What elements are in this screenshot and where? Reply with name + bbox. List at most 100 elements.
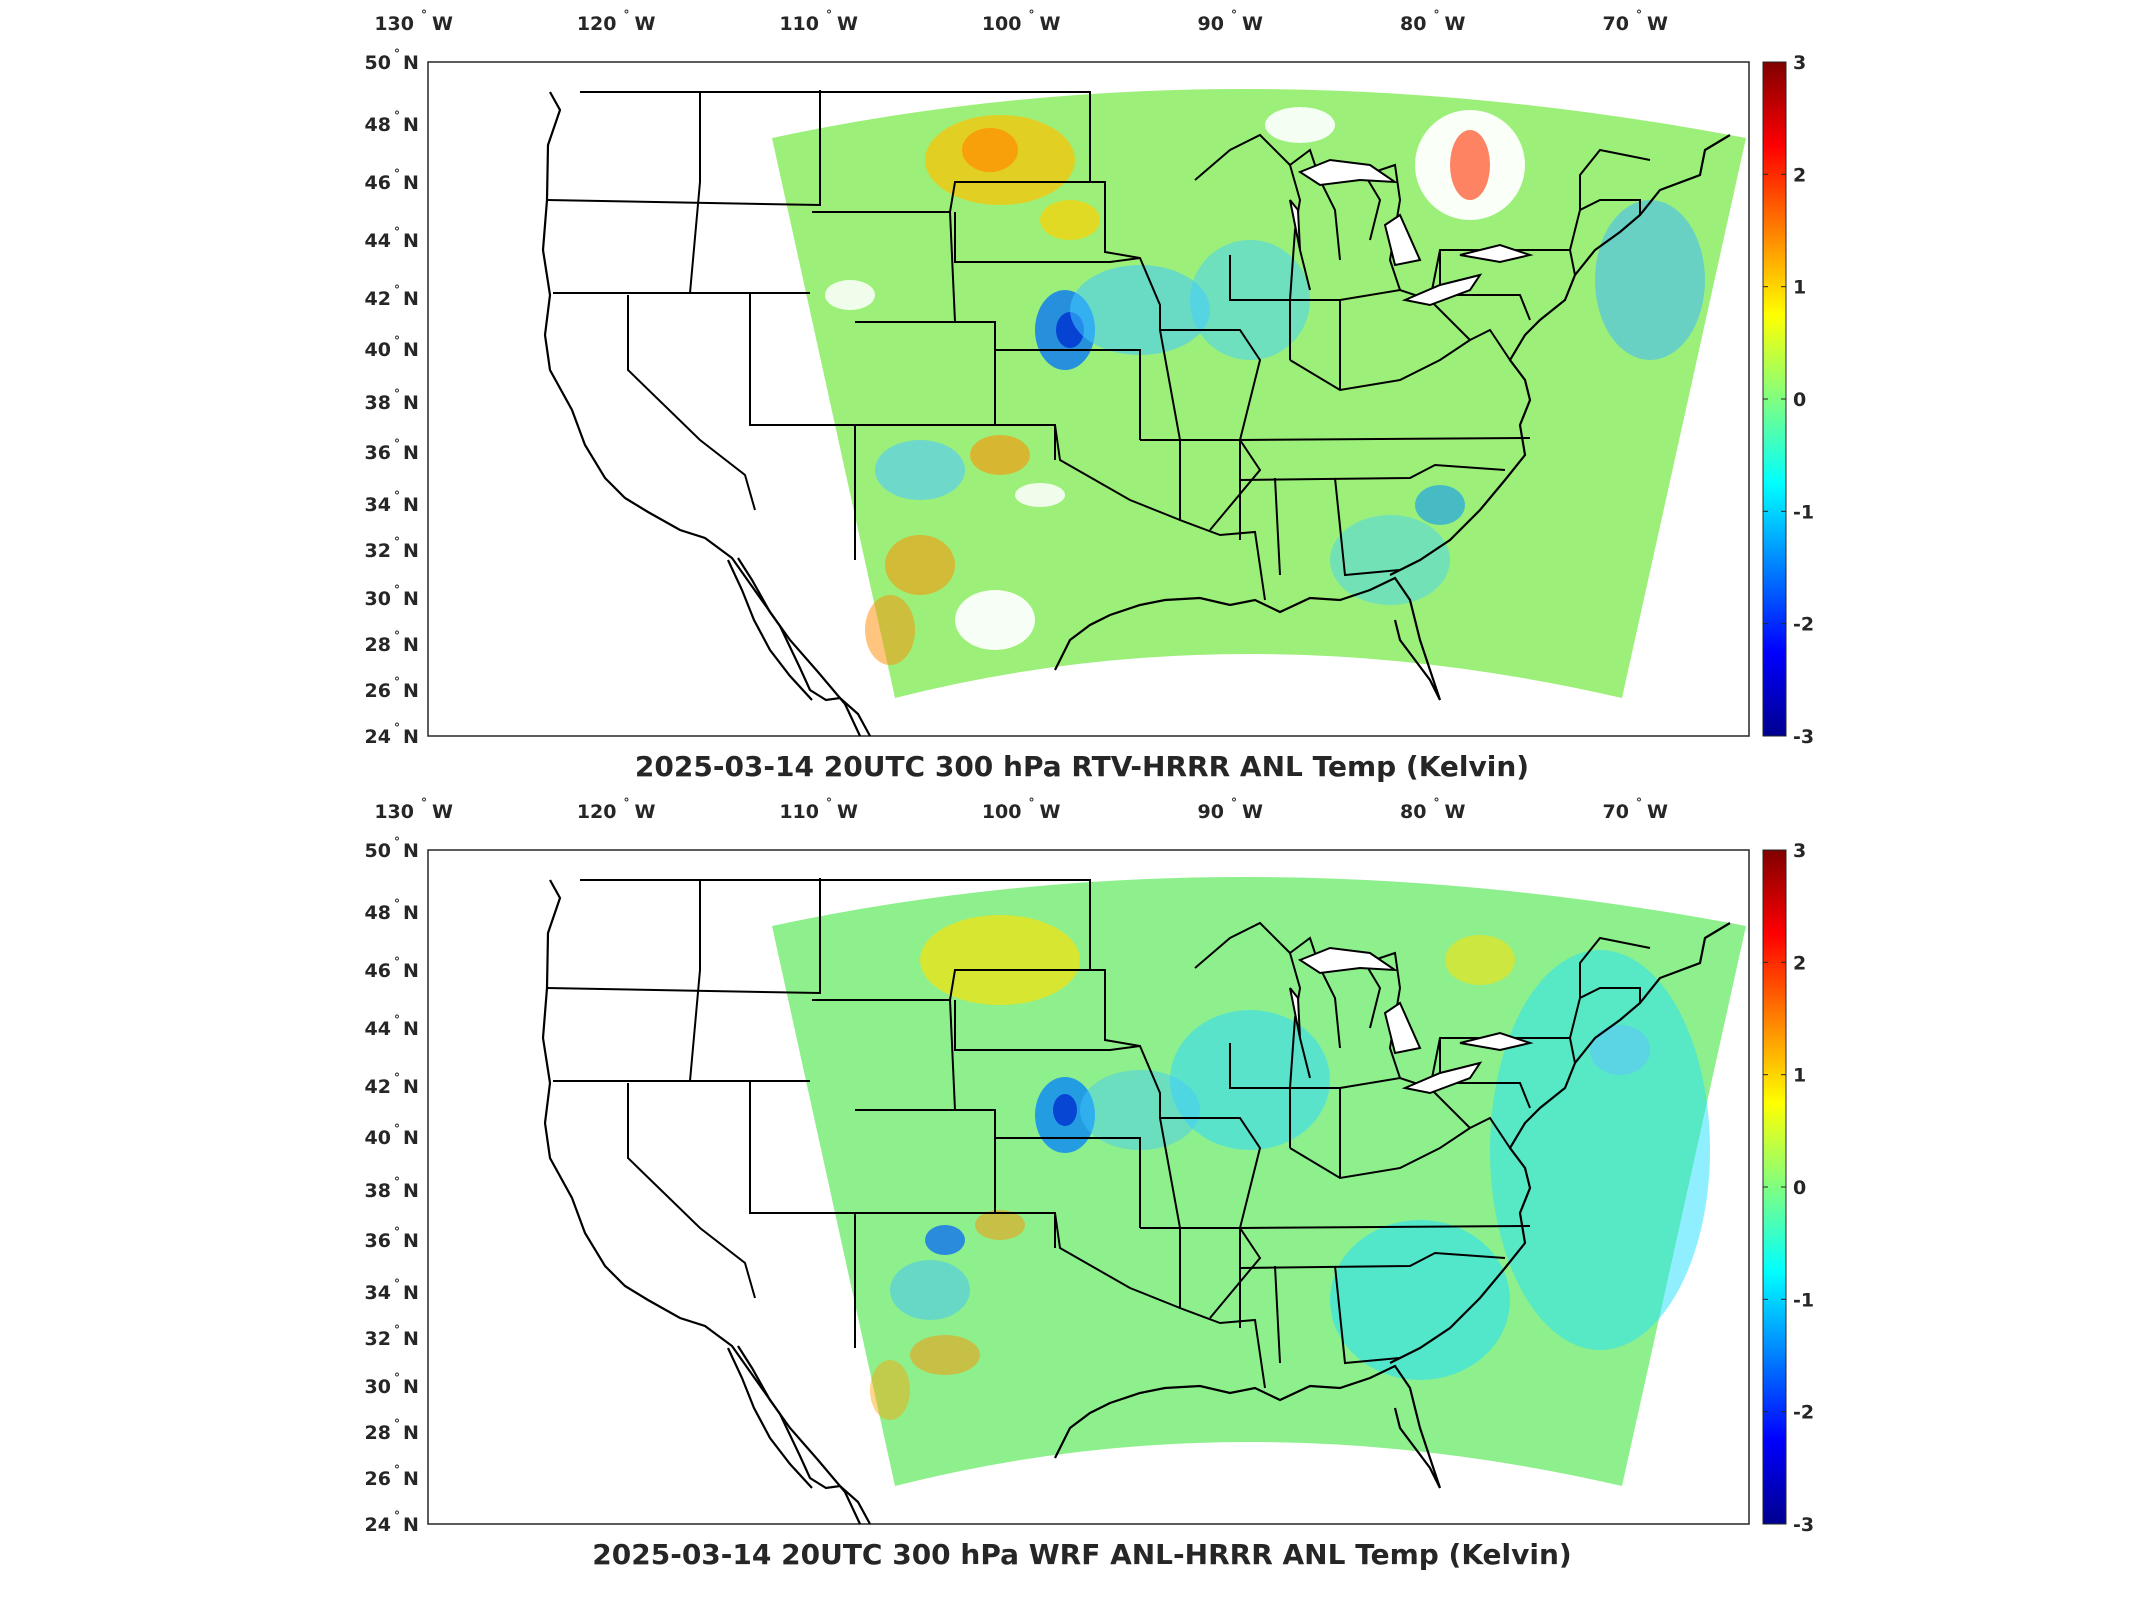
lat-tick-hemisphere: N [403,392,419,414]
degree-symbol: ° [394,109,400,123]
lat-tick-labels: 50 ° N48 ° N46 ° N44 ° N42 ° N40 ° N38 ° N36 ° N34 ° N32 ° N… [365,835,419,1536]
degree-symbol: ° [394,1323,400,1337]
lon-tick: 120 ° W [577,8,656,35]
degree-symbol: ° [1636,796,1642,810]
lon-tick-value: 80 [1400,13,1426,35]
lat-tick-value: 42 [365,288,391,310]
lon-tick: 80 ° W [1400,8,1465,35]
lat-tick-value: 44 [365,230,391,252]
lat-tick: 32 ° N [365,1323,419,1350]
degree-symbol: ° [394,535,400,549]
lon-tick-value: 70 [1603,13,1629,35]
lat-tick: 24 ° N [365,721,419,748]
lat-tick-hemisphere: N [403,680,419,702]
colorbar-tick-label: -1 [1793,1289,1814,1311]
lat-tick-hemisphere: N [403,339,419,361]
baja-coast [727,557,861,737]
lat-tick: 26 ° N [365,1463,419,1490]
lat-tick-value: 28 [365,634,391,656]
lat-tick-hemisphere: N [403,588,419,610]
lat-tick: 40 ° N [365,1122,419,1149]
colorbar-ticks: 3 2 1 0 -1 -2 -3 [1763,52,1814,748]
degree-symbol: ° [394,1013,400,1027]
degree-symbol: ° [394,1463,400,1477]
lon-tick: 70 ° W [1603,796,1668,823]
lon-tick-value: 90 [1198,13,1224,35]
panel-title: 2025-03-14 20UTC 300 hPa WRF ANL-HRRR AN… [592,1538,1571,1571]
data-domain [772,89,1746,698]
degree-symbol: ° [1434,8,1440,22]
state-borders [546,878,1651,1389]
lon-tick-hemisphere: W [1040,13,1061,35]
map-content [541,877,1746,1525]
colorbar-tick-label: 1 [1793,1065,1806,1087]
lon-tick-value: 100 [982,801,1022,823]
degree-symbol: ° [394,283,400,297]
colorbar-ticks: 3 2 1 0 -1 -2 -3 [1763,840,1814,1536]
lon-tick-hemisphere: W [1242,801,1263,823]
lat-tick-value: 40 [365,1127,391,1149]
lat-tick-hemisphere: N [403,1422,419,1444]
colorbar-tick-label: 2 [1793,164,1806,186]
lat-tick-value: 32 [365,540,391,562]
lat-tick-hemisphere: N [403,1282,419,1304]
lat-tick-hemisphere: N [403,494,419,516]
gulf-coast [1054,922,1731,1489]
degree-symbol: ° [1231,796,1237,810]
lat-tick-value: 48 [365,902,391,924]
lat-tick-hemisphere: N [403,442,419,464]
gulf-coast [1054,134,1731,701]
lat-tick: 50 ° N [365,47,419,74]
lat-tick-value: 36 [365,1230,391,1252]
degree-symbol: ° [394,1417,400,1431]
lat-tick: 28 ° N [365,629,419,656]
lon-tick-hemisphere: W [1647,801,1668,823]
degree-symbol: ° [394,897,400,911]
lat-tick-value: 26 [365,680,391,702]
lat-tick-hemisphere: N [403,288,419,310]
degree-symbol: ° [394,1071,400,1085]
lat-tick-value: 42 [365,1076,391,1098]
degree-symbol: ° [1029,796,1035,810]
coastline [541,879,871,1525]
degree-symbol: ° [394,629,400,643]
colorbar-tick-label: -2 [1793,614,1814,636]
degree-symbol: ° [394,225,400,239]
lat-tick: 40 ° N [365,334,419,361]
lat-tick-hemisphere: N [403,902,419,924]
degree-symbol: ° [826,796,832,810]
degree-symbol: ° [394,1175,400,1189]
degree-symbol: ° [394,489,400,503]
map-content [541,89,1746,737]
lat-tick-hemisphere: N [403,1076,419,1098]
colorbar-tick-label: -3 [1793,726,1814,748]
degree-symbol: ° [394,583,400,597]
colorbar-tick-label: -3 [1793,1514,1814,1536]
lon-tick-hemisphere: W [1445,13,1466,35]
lon-tick: 70 ° W [1603,8,1668,35]
panel-title: 2025-03-14 20UTC 300 hPa RTV-HRRR ANL Te… [635,750,1529,783]
degree-symbol: ° [394,167,400,181]
lat-tick: 46 ° N [365,955,419,982]
colorbar-tick-label: 1 [1793,277,1806,299]
lat-tick-value: 24 [365,726,391,748]
lat-tick-value: 46 [365,960,391,982]
lat-tick-value: 46 [365,172,391,194]
lat-tick-hemisphere: N [403,52,419,74]
lat-tick-hemisphere: N [403,1468,419,1490]
lat-tick-hemisphere: N [403,1514,419,1536]
lon-tick: 120 ° W [577,796,656,823]
lat-tick-hemisphere: N [403,1180,419,1202]
lat-tick: 38 ° N [365,387,419,414]
lat-tick-hemisphere: N [403,114,419,136]
lon-tick: 130 ° W [374,796,453,823]
degree-symbol: ° [421,796,427,810]
lon-tick: 100 ° W [982,796,1061,823]
lon-tick-hemisphere: W [635,801,656,823]
lat-tick-value: 26 [365,1468,391,1490]
degree-symbol: ° [421,8,427,22]
lon-tick: 80 ° W [1400,796,1465,823]
lat-tick: 36 ° N [365,1225,419,1252]
lat-tick: 38 ° N [365,1175,419,1202]
